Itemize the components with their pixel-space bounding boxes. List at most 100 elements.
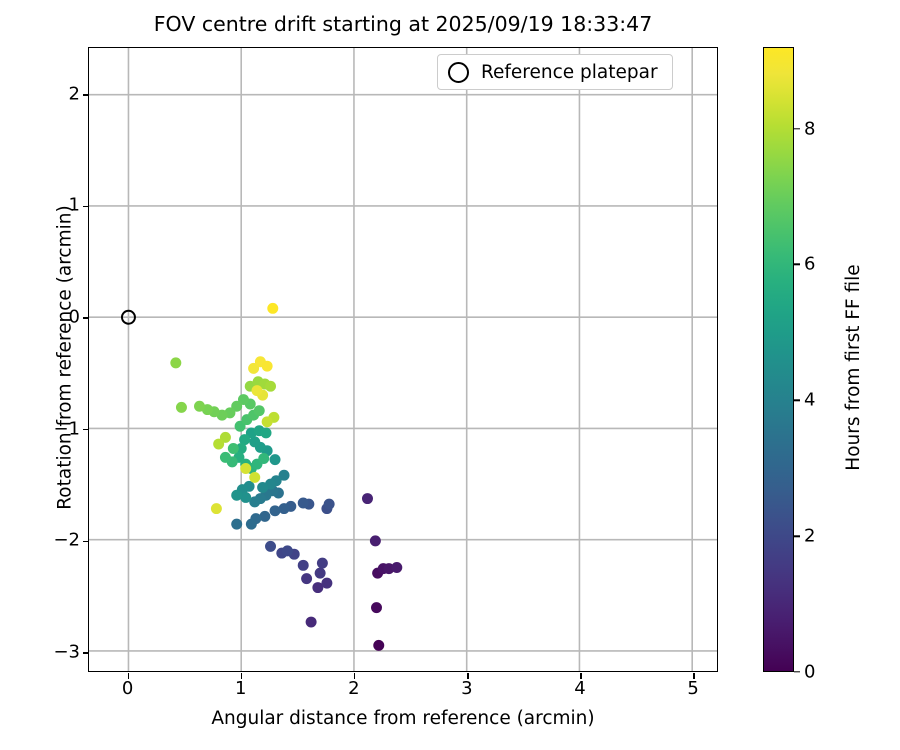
- scatter-point: [231, 400, 243, 412]
- scatter-point: [265, 380, 277, 392]
- scatter-point: [253, 405, 265, 417]
- colorbar-tick-label: 4: [804, 389, 816, 411]
- scatter-point: [281, 545, 293, 557]
- x-tick-mark: [693, 673, 695, 679]
- scatter-point: [213, 438, 225, 450]
- colorbar-tick-mark: [794, 535, 800, 537]
- x-tick-mark: [467, 673, 469, 679]
- y-tick-mark: [83, 428, 89, 431]
- scatter-point: [316, 557, 328, 569]
- scatter-point: [249, 496, 261, 508]
- scatter-point: [260, 427, 272, 439]
- y-tick-mark: [83, 540, 89, 542]
- scatter-point: [369, 535, 381, 547]
- x-tick-label: 0: [121, 678, 134, 699]
- colorbar-tick-mark: [794, 127, 800, 130]
- scatter-point: [259, 510, 271, 522]
- scatter-point: [267, 302, 279, 314]
- scatter-point: [278, 469, 290, 481]
- scatter-point: [257, 481, 269, 493]
- scatter-points: [170, 302, 403, 651]
- x-tick-mark: [580, 673, 582, 679]
- scatter-point: [261, 360, 273, 372]
- scatter-point: [219, 451, 231, 463]
- scatter-point: [231, 518, 243, 530]
- scatter-point: [170, 357, 182, 369]
- scatter-point: [194, 400, 205, 412]
- y-tick-mark: [83, 317, 89, 319]
- scatter-point: [305, 616, 317, 628]
- colorbar-tick-mark: [794, 263, 800, 266]
- colorbar-gradient: [764, 48, 793, 671]
- scatter-point: [301, 573, 313, 585]
- scatter-point: [321, 577, 333, 589]
- scatter-point: [371, 602, 382, 614]
- scatter-point: [237, 394, 249, 406]
- y-tick-label: −3: [53, 641, 80, 663]
- scatter-point: [323, 498, 335, 510]
- x-tick-mark: [127, 673, 130, 679]
- scatter-point: [314, 567, 326, 579]
- scatter-point: [175, 401, 187, 413]
- colorbar-tick-label: 8: [804, 118, 816, 140]
- legend-box[interactable]: Reference platepar: [437, 54, 673, 90]
- y-tick-label: 1: [68, 194, 80, 216]
- y-tick-mark: [83, 94, 89, 96]
- scatter-point: [240, 463, 252, 475]
- scatter-point: [251, 385, 263, 397]
- x-tick-label: 4: [574, 678, 586, 699]
- gridlines: [89, 48, 717, 671]
- scatter-point: [261, 416, 273, 428]
- scatter-point: [231, 489, 243, 501]
- y-tick-label: 0: [68, 306, 80, 328]
- colorbar[interactable]: [763, 47, 794, 672]
- reference-platepar-circle: [120, 309, 136, 325]
- scatter-point: [249, 471, 261, 483]
- colorbar-tick-mark: [794, 671, 800, 673]
- x-axis-label: Angular distance from reference (arcmin): [211, 708, 595, 729]
- chart-title: FOV centre drift starting at 2025/09/19 …: [153, 12, 653, 36]
- x-tick-label: 2: [348, 678, 360, 699]
- colorbar-tick-label: 2: [804, 525, 816, 547]
- scatter-point: [245, 518, 257, 530]
- colorbar-tick-label: 0: [804, 661, 816, 683]
- scatter-point: [239, 434, 251, 446]
- scatter-point: [248, 362, 260, 374]
- scatter-point: [373, 639, 385, 651]
- scatter-point: [227, 443, 239, 454]
- colorbar-label: Hours from first FF file: [843, 264, 864, 471]
- x-tick-label: 1: [234, 678, 247, 699]
- scatter-point: [269, 454, 281, 466]
- y-tick-label: −2: [53, 529, 80, 551]
- scatter-point: [219, 431, 231, 443]
- colorbar-tick-label: 6: [804, 253, 816, 275]
- scatter-point: [391, 562, 403, 574]
- scatter-point: [297, 497, 309, 509]
- scatter-point: [210, 503, 222, 515]
- x-tick-mark: [354, 673, 356, 679]
- scatter-point: [258, 453, 270, 464]
- reference-platepar-marker: [120, 309, 136, 325]
- scatter-point: [312, 582, 324, 594]
- scatter-point: [297, 559, 309, 571]
- scatter-point: [265, 540, 277, 552]
- y-tick-label: −1: [53, 418, 80, 440]
- x-tick-label: 5: [687, 678, 699, 699]
- scatter-point: [240, 491, 252, 503]
- y-tick-mark: [83, 652, 89, 654]
- colorbar-tick-mark: [794, 399, 800, 401]
- scatter-svg: [89, 48, 717, 671]
- scatter-point: [235, 443, 247, 454]
- x-tick-label: 3: [461, 678, 473, 699]
- scatter-point: [249, 436, 261, 448]
- y-axis-label: Rotation from reference (arcmin): [54, 205, 76, 510]
- scatter-point: [269, 505, 281, 517]
- scatter-point: [234, 420, 246, 432]
- legend-open-circle-icon: [448, 61, 469, 83]
- plot-area: [83, 47, 718, 679]
- scatter-point: [362, 493, 373, 505]
- y-tick-mark: [83, 205, 89, 208]
- scatter-point: [278, 503, 290, 515]
- x-tick-mark: [240, 673, 243, 679]
